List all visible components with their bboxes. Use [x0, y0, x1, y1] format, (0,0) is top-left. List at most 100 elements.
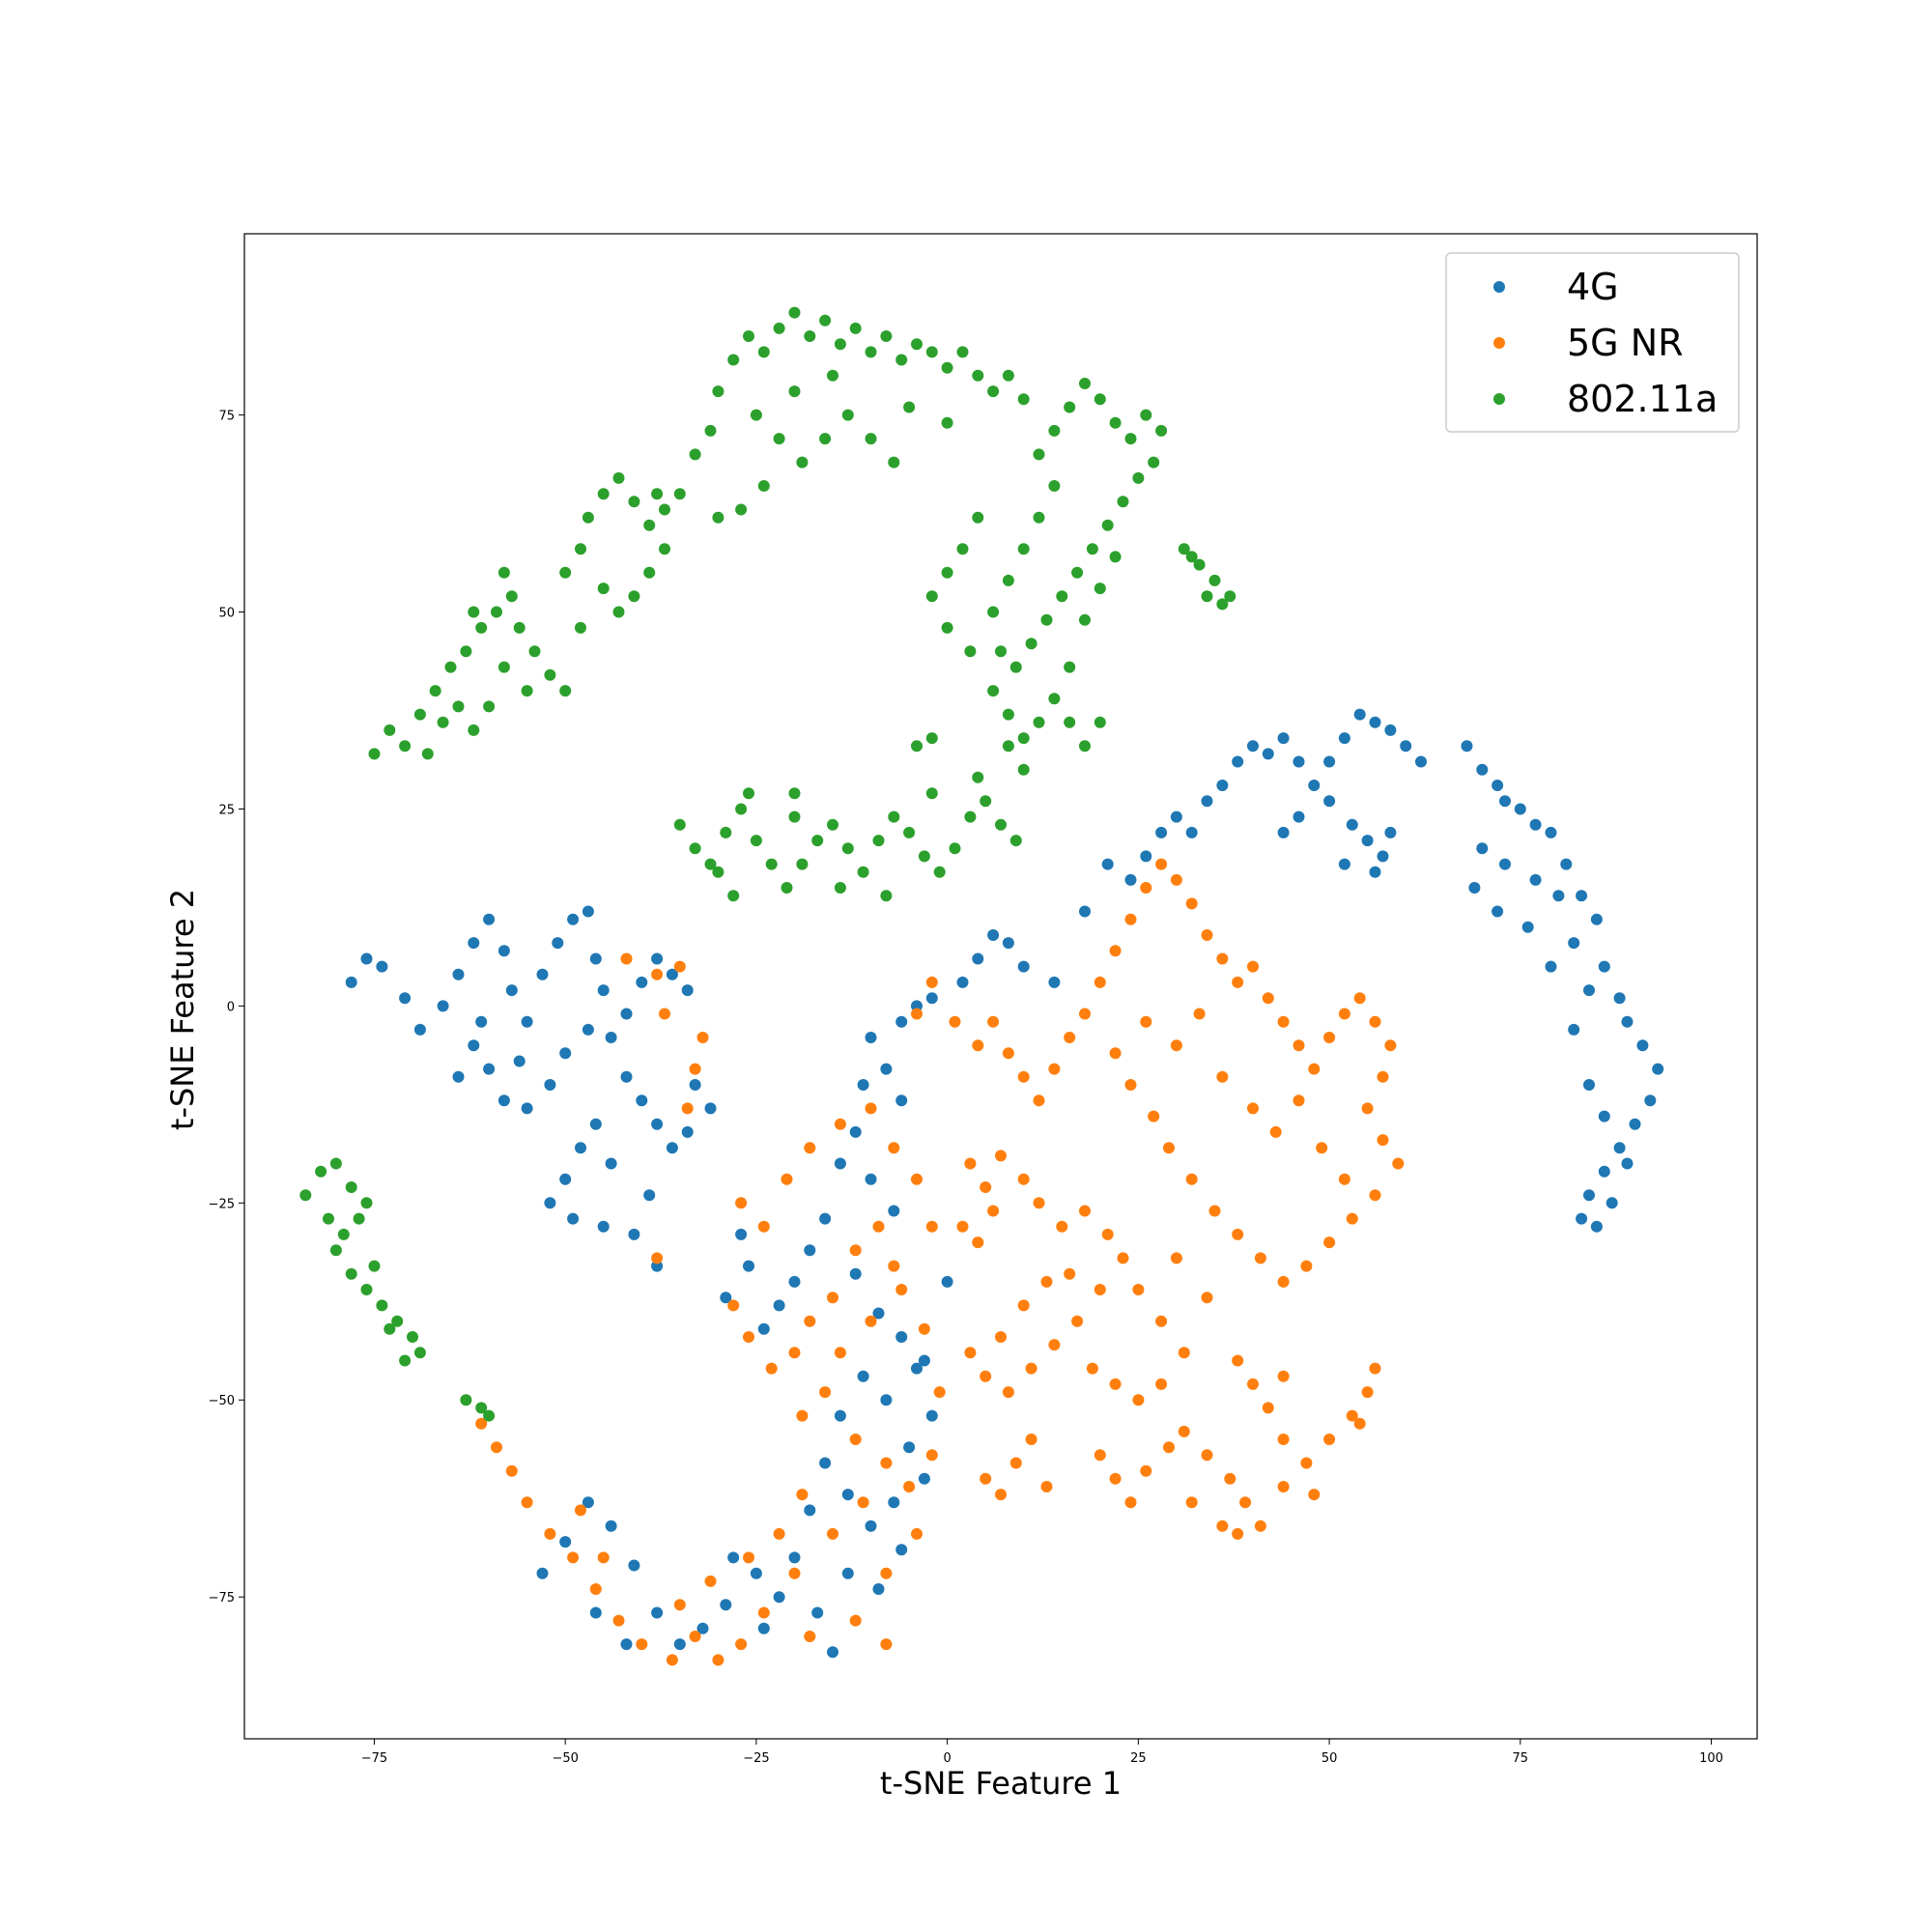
point-4g — [1529, 873, 1542, 886]
point-4g — [1346, 818, 1358, 831]
point-4g — [1552, 890, 1565, 902]
point-4g — [1277, 826, 1290, 838]
point-5g-nr — [1346, 1409, 1358, 1422]
point-802-11a — [1155, 424, 1168, 437]
point-5g-nr — [689, 1063, 701, 1075]
point-5g-nr — [788, 1347, 801, 1359]
legend-label-4g: 4G — [1567, 266, 1619, 308]
point-4g — [589, 1606, 602, 1619]
point-802-11a — [299, 1189, 312, 1202]
point-802-11a — [941, 566, 953, 579]
point-802-11a — [429, 685, 441, 697]
point-5g-nr — [1361, 1102, 1374, 1115]
point-4g — [544, 1197, 556, 1209]
point-802-11a — [918, 850, 930, 863]
x-tick-label: 25 — [1130, 1751, 1147, 1766]
point-4g — [735, 1228, 748, 1240]
point-802-11a — [384, 1322, 396, 1335]
point-802-11a — [841, 409, 854, 421]
point-802-11a — [865, 433, 877, 445]
point-4g — [1232, 755, 1244, 768]
point-802-11a — [827, 369, 838, 382]
point-802-11a — [1033, 448, 1045, 461]
point-802-11a — [407, 1331, 418, 1343]
point-4g — [865, 1520, 877, 1532]
point-4g — [643, 1189, 656, 1202]
point-4g — [1468, 882, 1481, 894]
point-4g — [1308, 780, 1321, 791]
point-4g — [895, 1094, 908, 1107]
point-5g-nr — [1064, 1267, 1076, 1280]
point-4g — [1048, 976, 1061, 988]
point-802-11a — [345, 1181, 357, 1193]
point-802-11a — [329, 1244, 342, 1257]
point-5g-nr — [666, 1654, 678, 1666]
point-5g-nr — [1170, 1252, 1182, 1264]
point-5g-nr — [819, 1386, 832, 1399]
point-5g-nr — [1017, 1070, 1030, 1083]
point-5g-nr — [1201, 1292, 1213, 1304]
point-802-11a — [399, 740, 412, 753]
legend-label-5g-nr: 5G NR — [1567, 322, 1684, 364]
point-4g — [1361, 835, 1374, 847]
point-5g-nr — [918, 1322, 930, 1335]
point-4g — [620, 1638, 633, 1651]
point-4g — [452, 1070, 465, 1083]
point-5g-nr — [1002, 1386, 1014, 1399]
point-802-11a — [1064, 716, 1076, 728]
point-5g-nr — [1247, 1102, 1259, 1115]
point-802-11a — [735, 503, 748, 516]
point-802-11a — [757, 480, 770, 492]
point-5g-nr — [1094, 976, 1106, 988]
point-4g — [681, 984, 694, 997]
point-4g — [834, 1157, 846, 1170]
point-802-11a — [704, 858, 717, 870]
point-4g — [1079, 905, 1091, 918]
point-4g — [468, 937, 480, 950]
point-802-11a — [444, 661, 457, 673]
point-5g-nr — [1132, 1394, 1145, 1406]
point-5g-nr — [903, 1481, 916, 1492]
point-5g-nr — [964, 1157, 977, 1170]
point-4g — [1545, 960, 1557, 973]
point-5g-nr — [1193, 1008, 1206, 1020]
point-4g — [1492, 780, 1504, 791]
x-tick-label: −75 — [361, 1751, 387, 1766]
point-4g — [1247, 740, 1259, 753]
point-4g — [872, 1583, 885, 1595]
point-5g-nr — [1033, 1197, 1045, 1209]
point-5g-nr — [1323, 1236, 1336, 1249]
point-5g-nr — [1277, 1434, 1290, 1445]
point-5g-nr — [612, 1614, 625, 1627]
point-5g-nr — [1185, 1496, 1198, 1509]
point-5g-nr — [1277, 1015, 1290, 1028]
point-802-11a — [841, 842, 854, 855]
point-5g-nr — [1109, 1472, 1122, 1485]
point-4g — [1499, 795, 1511, 808]
point-4g — [376, 960, 388, 973]
point-802-11a — [1208, 574, 1221, 586]
point-5g-nr — [987, 1205, 1000, 1217]
y-tick-label: −50 — [209, 1394, 235, 1408]
point-4g — [872, 1307, 885, 1320]
point-4g — [1576, 890, 1588, 902]
point-4g — [1384, 826, 1397, 838]
point-5g-nr — [849, 1614, 862, 1627]
point-802-11a — [575, 621, 586, 634]
point-4g — [696, 1622, 709, 1634]
point-802-11a — [475, 1402, 488, 1414]
point-5g-nr — [849, 1434, 862, 1445]
point-5g-nr — [505, 1464, 518, 1477]
point-5g-nr — [972, 1236, 984, 1249]
point-4g — [399, 992, 412, 1005]
point-5g-nr — [1346, 1212, 1358, 1225]
point-5g-nr — [911, 1008, 923, 1020]
point-802-11a — [773, 433, 785, 445]
point-802-11a — [865, 346, 877, 358]
point-5g-nr — [1308, 1489, 1321, 1501]
point-802-11a — [804, 330, 816, 342]
y-axis-title: t-SNE Feature 2 — [164, 889, 201, 1130]
point-4g — [575, 1142, 586, 1154]
x-tick-label: 100 — [1699, 1751, 1723, 1766]
point-5g-nr — [804, 1315, 816, 1327]
